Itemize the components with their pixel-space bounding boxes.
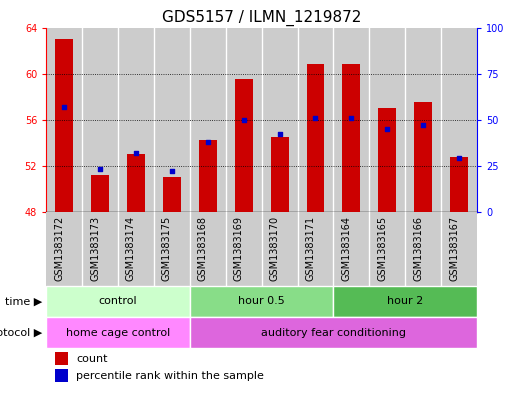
Bar [55, 39, 73, 212]
Text: hour 0.5: hour 0.5 [238, 296, 285, 306]
Text: GSM1383173: GSM1383173 [90, 215, 100, 281]
Text: GSM1383175: GSM1383175 [162, 215, 172, 281]
Point [168, 168, 176, 174]
Text: control: control [98, 296, 137, 306]
Bar [55, 352, 68, 365]
Bar [91, 175, 109, 212]
Text: time ▶: time ▶ [5, 296, 42, 306]
Point [204, 139, 212, 145]
Bar [234, 79, 252, 212]
Text: count: count [76, 354, 108, 364]
Bar [333, 286, 477, 317]
Text: hour 2: hour 2 [387, 296, 423, 306]
Bar [378, 108, 396, 212]
Text: percentile rank within the sample: percentile rank within the sample [76, 371, 264, 381]
Bar [190, 317, 477, 348]
Text: GSM1383165: GSM1383165 [378, 215, 387, 281]
Bar [333, 28, 369, 212]
Text: GSM1383166: GSM1383166 [413, 215, 423, 281]
Bar [441, 28, 477, 212]
Bar [46, 317, 190, 348]
Bar [450, 156, 468, 212]
Bar [127, 154, 145, 212]
Bar [118, 28, 154, 212]
Bar [46, 28, 82, 212]
Bar [414, 103, 432, 212]
Bar [190, 28, 226, 212]
Bar [369, 28, 405, 212]
Point [96, 166, 104, 173]
Text: GSM1383171: GSM1383171 [306, 215, 315, 281]
Text: home cage control: home cage control [66, 328, 170, 338]
Bar [306, 64, 324, 212]
Bar [82, 28, 118, 212]
Bar [298, 28, 333, 212]
Bar [55, 369, 68, 382]
Bar [226, 28, 262, 212]
Bar [270, 137, 288, 212]
Text: protocol ▶: protocol ▶ [0, 328, 42, 338]
Point [419, 122, 427, 129]
Text: GSM1383170: GSM1383170 [270, 215, 280, 281]
Point [311, 115, 320, 121]
Point [132, 150, 140, 156]
Point [383, 126, 391, 132]
Point [240, 117, 248, 123]
Text: GSM1383168: GSM1383168 [198, 215, 208, 281]
Title: GDS5157 / ILMN_1219872: GDS5157 / ILMN_1219872 [162, 10, 361, 26]
Bar [154, 28, 190, 212]
Text: GSM1383169: GSM1383169 [234, 215, 244, 281]
Text: GSM1383164: GSM1383164 [342, 215, 351, 281]
Point [60, 104, 68, 110]
Bar [46, 286, 190, 317]
Bar [163, 177, 181, 212]
Text: GSM1383174: GSM1383174 [126, 215, 136, 281]
Point [347, 115, 356, 121]
Bar [405, 28, 441, 212]
Bar [190, 286, 333, 317]
Text: GSM1383167: GSM1383167 [449, 215, 459, 281]
Point [455, 155, 463, 162]
Bar [342, 64, 360, 212]
Point [275, 131, 284, 138]
Text: GSM1383172: GSM1383172 [54, 215, 64, 281]
Bar [199, 140, 216, 212]
Text: auditory fear conditioning: auditory fear conditioning [261, 328, 406, 338]
Bar [262, 28, 298, 212]
